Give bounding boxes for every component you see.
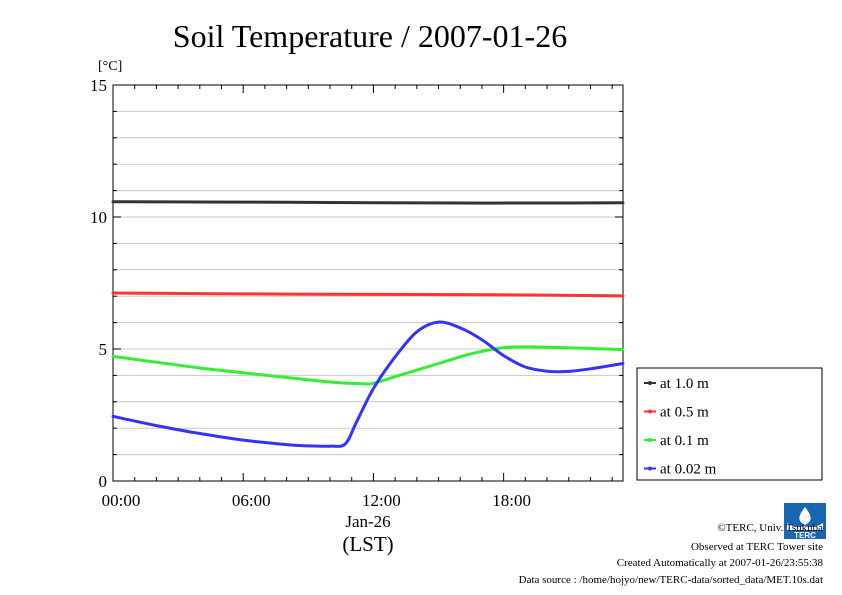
credit-created: Created Automatically at 2007-01-26/23:5… (617, 557, 824, 569)
y-tick-label: 5 (99, 340, 108, 359)
plot-frame (112, 84, 624, 482)
legend-label: at 0.1 m (660, 433, 709, 449)
y-axis-unit-label: [°C] (98, 59, 122, 74)
legend-marker (648, 466, 652, 471)
series-line-at-0-5-m (111, 291, 625, 298)
x-tick-label: 00:00 (102, 491, 141, 510)
legend-marker (648, 409, 652, 414)
x-axis-label: (LST) (342, 532, 393, 556)
x-tick-label: 06:00 (232, 491, 271, 510)
series-line-at-1-0-m (111, 200, 625, 205)
legend-label: at 0.02 m (660, 462, 717, 478)
terc-logo: TERC (784, 503, 826, 540)
chart-title: Soil Temperature / 2007-01-26 (173, 18, 567, 54)
legend-marker (648, 381, 652, 385)
series-line-at-0-1-m (111, 345, 625, 386)
y-tick-label: 0 (99, 472, 108, 491)
credit-source: Data source : /home/hojyo/new/TERC-data/… (519, 574, 823, 586)
wave-icon (787, 523, 823, 530)
series-lines (111, 200, 625, 448)
legend-label: at 0.5 m (660, 405, 709, 421)
credit-observed: Observed at TERC Tower site (691, 541, 823, 553)
legend: at 1.0 m at 0.5 m at 0.1 m at 0.02 m (636, 367, 823, 481)
legend-marker (648, 438, 652, 442)
axis-ticks: 0 5 10 15 00:00 06:00 12:00 18:00 (90, 76, 623, 510)
x-axis-date-label: Jan-26 (345, 512, 390, 531)
credit-copyright: ©TERC, Univ. Tsukuba (717, 522, 823, 534)
x-tick-label: 18:00 (492, 491, 531, 510)
series-line-at-0-02-m (111, 320, 625, 448)
x-tick-label: 12:00 (362, 491, 401, 510)
y-tick-label: 10 (90, 208, 107, 227)
legend-label: at 1.0 m (660, 376, 709, 392)
legend-box (636, 367, 823, 481)
y-tick-label: 15 (90, 76, 107, 95)
logo-text: TERC (794, 531, 816, 540)
gridlines (113, 110, 623, 456)
drop-icon (799, 507, 811, 525)
